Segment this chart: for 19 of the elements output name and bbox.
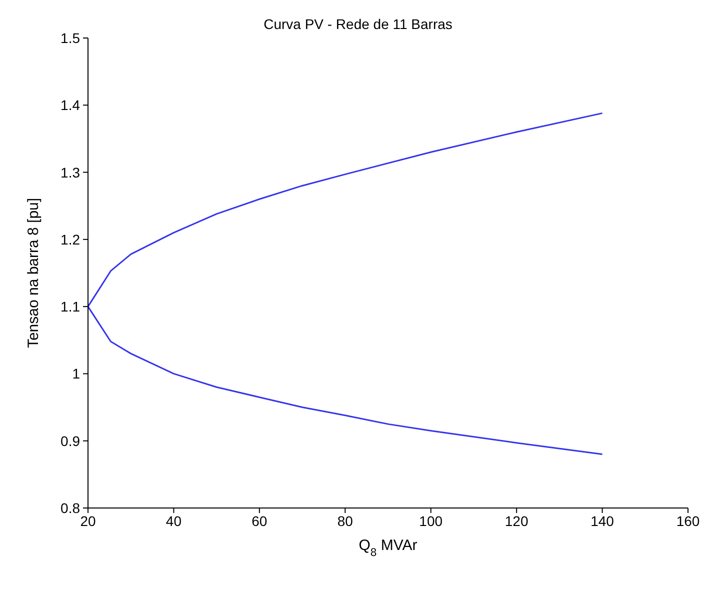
y-tick-label: 1 (72, 366, 80, 382)
x-tick-label: 160 (676, 512, 700, 529)
x-tick-label: 60 (252, 512, 268, 529)
x-tick-label: 120 (504, 512, 528, 529)
y-tick-label: 0.8 (60, 500, 80, 516)
y-tick-label: 1.2 (60, 231, 80, 248)
x-tick-label: 100 (419, 512, 443, 529)
y-tick-label: 1.3 (60, 164, 80, 180)
x-tick-label: 40 (166, 512, 182, 529)
x-axis-title: Q$_{8}$ MVAr (358, 537, 418, 559)
y-tick-label: 0.9 (60, 432, 80, 449)
x-tick-label: 140 (590, 512, 614, 529)
y-tick-label: 1.1 (60, 298, 80, 315)
x-tick-label: 80 (337, 512, 354, 529)
x-tick-label: 20 (80, 512, 96, 529)
y-tick-label: 1.5 (60, 30, 80, 46)
chart-title: Curva PV - Rede de 11 Barras (264, 16, 452, 32)
y-axis-title: Tensao na barra 8 [pu] (25, 198, 42, 348)
y-tick-label: 1.4 (60, 97, 80, 114)
